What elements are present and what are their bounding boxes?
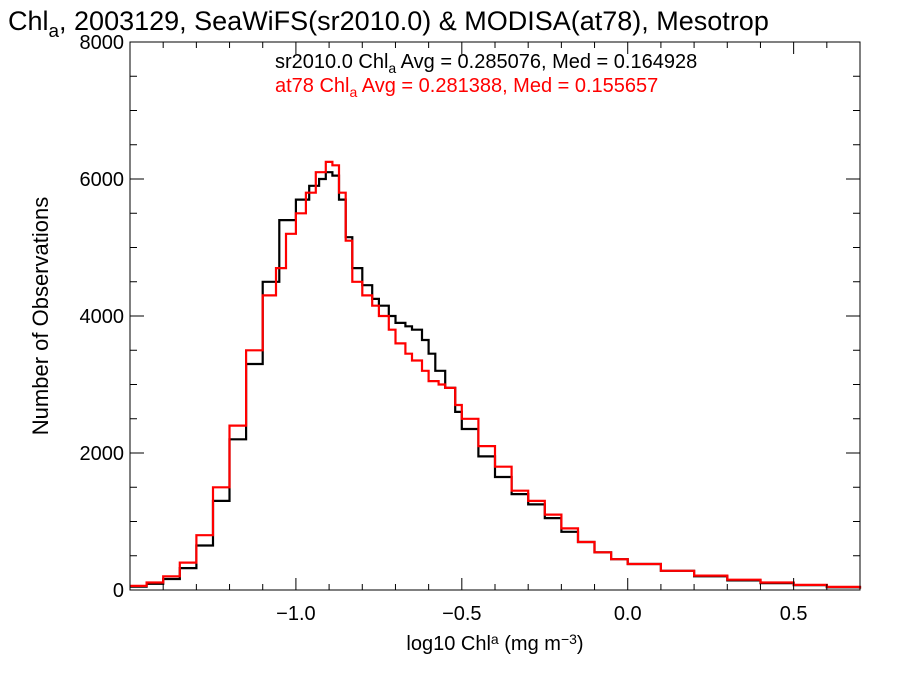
y-tick-label: 4000 xyxy=(80,306,125,328)
y-tick-label: 8000 xyxy=(80,32,125,54)
stats-line: at78 Chla Avg = 0.281388, Med = 0.155657 xyxy=(275,75,658,100)
x-axis-title: log10 Chla (mg m−3) xyxy=(406,631,583,655)
x-tick-label: 0.0 xyxy=(614,603,642,625)
y-tick-label: 6000 xyxy=(80,169,125,191)
stats-line-part: at78 Chl xyxy=(275,75,350,97)
title-text: Chla, 2003129, SeaWiFS(sr2010.0) & MODIS… xyxy=(8,6,769,42)
x-axis-label: log10 Chla (mg m−3) xyxy=(406,631,583,655)
histogram-series-line xyxy=(130,171,862,589)
y-axis-title: Number of Observations xyxy=(28,197,53,435)
x-axis-ticks: −1.0 −0.5 0.0 0.5 xyxy=(162,42,861,625)
x-tick-label: −0.5 xyxy=(442,603,481,625)
x-axis-title-part: (mg m xyxy=(499,633,561,655)
stats-line-subscript: a xyxy=(350,84,358,100)
stats-line-part: Avg = 0.281388, Med = 0.155657 xyxy=(357,75,658,97)
chart-title: Chla, 2003129, SeaWiFS(sr2010.0) & MODIS… xyxy=(8,6,769,42)
x-tick-label: 0.5 xyxy=(780,603,808,625)
y-tick-label: 2000 xyxy=(80,443,125,465)
stats-line-part: sr2010.0 Chl xyxy=(275,51,388,73)
histogram-series xyxy=(130,160,862,589)
x-axis-title-part: ) xyxy=(577,633,584,655)
stats-line: sr2010.0 Chla Avg = 0.285076, Med = 0.16… xyxy=(275,51,697,76)
title-text-part: Chl xyxy=(8,6,49,36)
y-axis-ticks: 0 2000 4000 6000 8000 xyxy=(80,32,860,602)
title-text-subscript: a xyxy=(49,21,60,42)
title-text-part: , 2003129, SeaWiFS(sr2010.0) & MODISA(at… xyxy=(59,6,769,36)
y-tick-label: 0 xyxy=(113,580,124,602)
x-tick-label: −1.0 xyxy=(276,603,315,625)
stats-line-subscript: a xyxy=(388,60,396,76)
x-axis-title-superscript: a xyxy=(491,631,499,647)
histogram-series-line xyxy=(130,160,862,589)
plot-frame xyxy=(129,41,861,591)
stats-line-part: Avg = 0.285076, Med = 0.164928 xyxy=(396,51,697,73)
y-axis-label: Number of Observations xyxy=(28,197,53,435)
x-axis-title-part: log10 Chl xyxy=(406,633,491,655)
stats-annotations: sr2010.0 Chla Avg = 0.285076, Med = 0.16… xyxy=(275,51,697,100)
x-axis-title-superscript: −3 xyxy=(561,631,577,647)
